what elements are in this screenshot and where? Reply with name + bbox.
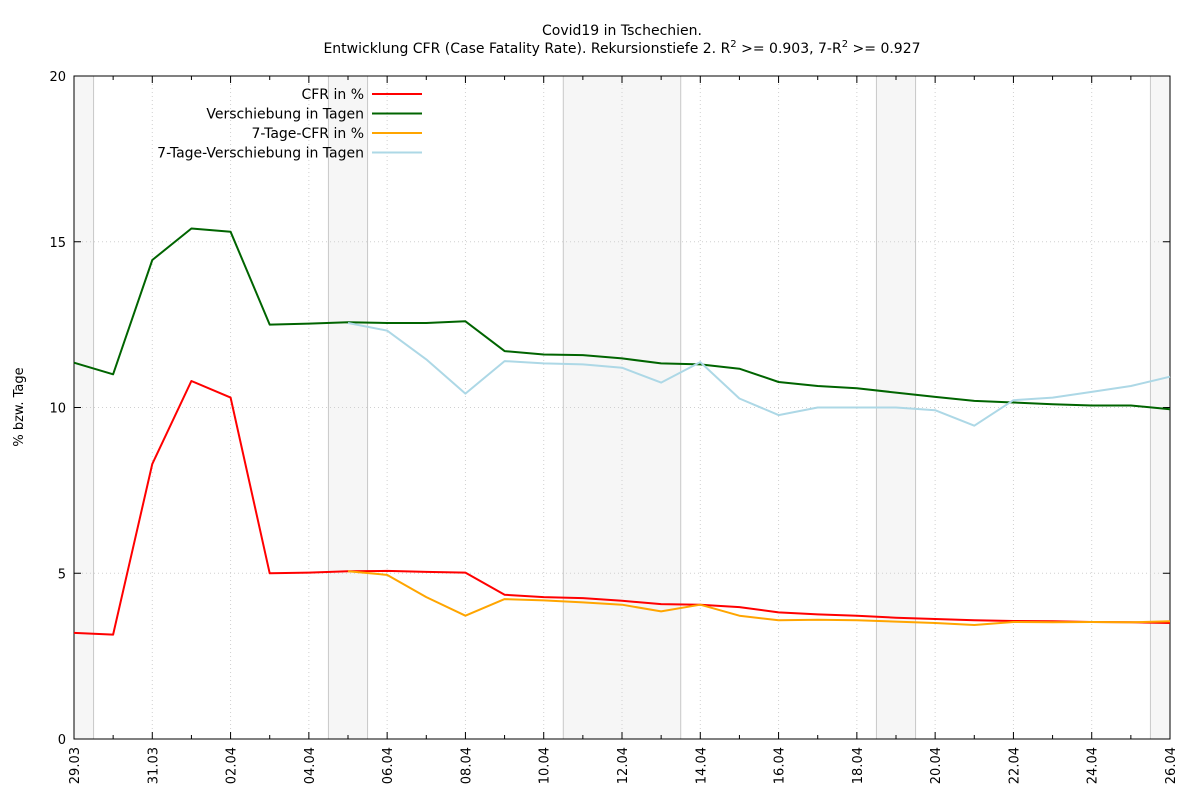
- legend-label: CFR in %: [301, 87, 364, 103]
- chart-subtitle: Entwicklung CFR (Case Fatality Rate). Re…: [323, 39, 920, 57]
- x-tick-label: 06.04: [381, 747, 396, 784]
- legend: CFR in % Verschiebung in Tagen 7-Tage-CFR …: [157, 87, 422, 162]
- weekend-shading: [74, 76, 1170, 739]
- legend-label: 7-Tage-Verschiebung in Tagen: [157, 146, 364, 162]
- series-line-2: [347, 570, 1171, 626]
- series-lines: [73, 227, 1171, 636]
- y-axis: 0 5 10 15 20: [49, 70, 1170, 748]
- x-tick-label: 18.04: [851, 747, 866, 784]
- x-tick-label: 24.04: [1086, 747, 1101, 784]
- x-tick-label: 20.04: [929, 747, 944, 784]
- y-tick-label: 10: [49, 402, 66, 417]
- y-tick-label: 15: [49, 236, 66, 251]
- series-line-1: [73, 227, 1171, 411]
- series-line-3: [347, 322, 1171, 427]
- y-axis-label: % bzw. Tage: [12, 367, 27, 446]
- legend-label: 7-Tage-CFR in %: [251, 126, 364, 142]
- y-tick-label: 20: [49, 70, 66, 85]
- x-tick-label: 10.04: [538, 747, 553, 784]
- x-tick-label: 02.04: [225, 747, 240, 784]
- y-tick-label: 0: [58, 733, 66, 748]
- x-tick-label: 26.04: [1164, 747, 1179, 784]
- x-axis: 29.03 31.03 02.04 04.04 06.04 08.04 10.04 12.04…: [68, 76, 1179, 784]
- x-tick-label: 31.03: [146, 747, 161, 784]
- x-tick-label: 22.04: [1007, 747, 1022, 784]
- chart-title: Covid19 in Tschechien.: [542, 23, 702, 39]
- x-tick-label: 29.03: [68, 747, 83, 784]
- series-line-0: [73, 380, 1171, 636]
- legend-label: Verschiebung in Tagen: [206, 107, 364, 123]
- x-tick-label: 08.04: [459, 747, 474, 784]
- x-tick-label: 04.04: [303, 747, 318, 784]
- x-tick-label: 14.04: [694, 747, 709, 784]
- y-tick-label: 5: [58, 567, 66, 582]
- x-tick-label: 16.04: [773, 747, 788, 784]
- x-tick-label: 12.04: [616, 747, 631, 784]
